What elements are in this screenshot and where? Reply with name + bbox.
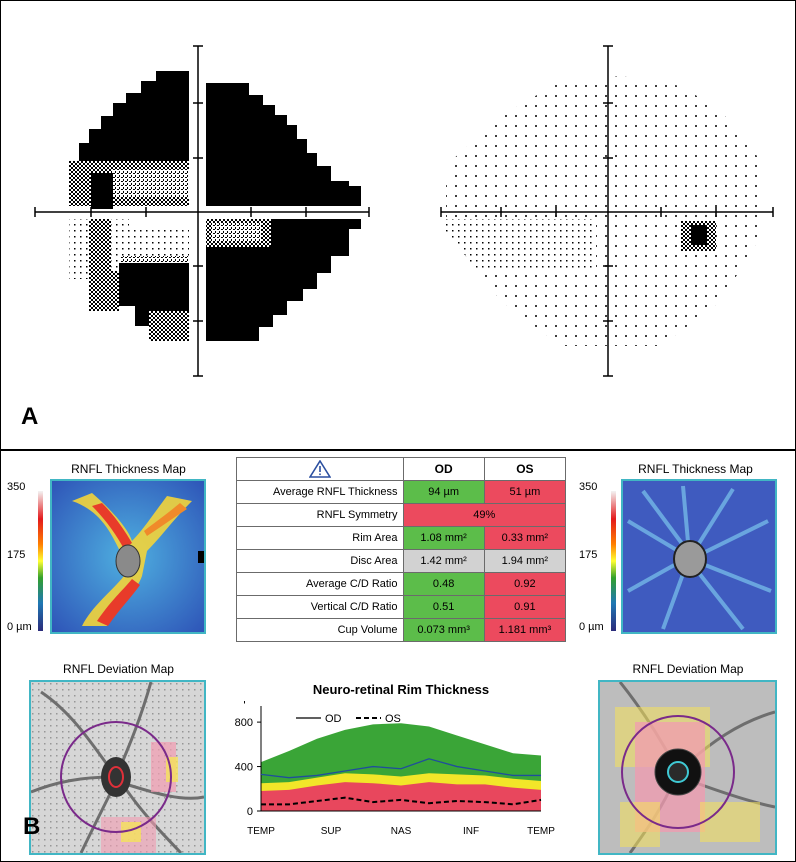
table-row: RNFL Symmetry 49% xyxy=(236,503,566,527)
left-scale-top: 350 xyxy=(7,481,26,493)
warning-triangle-icon xyxy=(308,459,332,478)
os-value: 0.91 xyxy=(483,595,567,619)
right-scale-mid: 175 xyxy=(579,549,598,561)
rim-thickness-chart: 0 400 800 µm TEMP SUP NAS INF TEMP OD OS xyxy=(235,701,556,837)
left-thickness-map xyxy=(50,479,206,634)
x-tick-label: TEMP xyxy=(527,826,555,837)
od-value: 94 µm xyxy=(402,480,485,504)
row-label: RNFL Symmetry xyxy=(236,503,404,527)
legend-os-label: OS xyxy=(385,713,401,725)
y-tick-label: 400 xyxy=(235,762,253,774)
row-label: Rim Area xyxy=(236,526,404,550)
y-tick-label: 800 xyxy=(235,717,253,729)
od-value: 0.073 mm³ xyxy=(402,618,485,642)
os-value: 1.94 mm² xyxy=(483,549,567,573)
panel-b-letter: B xyxy=(23,813,41,840)
table-row: Average RNFL Thickness 94 µm 51 µm xyxy=(236,480,567,504)
table-header-row: OD OS xyxy=(236,457,567,481)
row-label: Vertical C/D Ratio xyxy=(236,595,404,619)
row-label: Average C/D Ratio xyxy=(236,572,404,596)
y-axis-label: µm xyxy=(243,701,259,704)
right-colorbar xyxy=(611,491,616,631)
x-tick-label: NAS xyxy=(391,826,412,837)
row-label: Disc Area xyxy=(236,549,404,573)
chart-title: Neuro-retinal Rim Thickness xyxy=(312,682,490,697)
table-row: Rim Area 1.08 mm² 0.33 mm² xyxy=(236,526,567,550)
panel-a-letter: A xyxy=(21,403,39,430)
table-row: Cup Volume 0.073 mm³ 1.181 mm³ xyxy=(236,618,567,642)
header-od: OD xyxy=(402,457,485,481)
left-visual-field xyxy=(34,45,370,377)
row-label: Average RNFL Thickness xyxy=(236,480,404,504)
od-value: 1.42 mm² xyxy=(402,549,485,573)
right-deviation-map xyxy=(598,680,777,855)
os-value: 0.33 mm² xyxy=(483,526,567,550)
left-colorbar xyxy=(38,491,43,631)
warning-cell xyxy=(236,457,404,481)
os-value: 0.92 xyxy=(483,572,567,596)
left-scale-bottom: 0 µm xyxy=(7,621,32,633)
left-scale-mid: 175 xyxy=(7,549,26,561)
od-value: 1.08 mm² xyxy=(402,526,485,550)
y-tick-label: 0 xyxy=(247,806,253,818)
x-tick-label: INF xyxy=(463,826,479,837)
left-deviation-title: RNFL Deviation Map xyxy=(63,662,174,676)
table-row: Average C/D Ratio 0.48 0.92 xyxy=(236,572,567,596)
table-row: Disc Area 1.42 mm² 1.94 mm² xyxy=(236,549,567,573)
os-value: 51 µm xyxy=(483,480,567,504)
row-label: Cup Volume xyxy=(236,618,404,642)
abnormal-band xyxy=(261,782,541,811)
left-deviation-map xyxy=(29,680,206,855)
x-tick-label: SUP xyxy=(321,826,342,837)
od-value: 0.51 xyxy=(402,595,485,619)
table-row: Vertical C/D Ratio 0.51 0.91 xyxy=(236,595,567,619)
x-tick-label: TEMP xyxy=(247,826,275,837)
os-value: 1.181 mm³ xyxy=(483,618,567,642)
left-thickness-title: RNFL Thickness Map xyxy=(71,462,186,476)
header-os: OS xyxy=(483,457,567,481)
os-series-line xyxy=(261,796,542,806)
right-scale-bottom: 0 µm xyxy=(579,621,604,633)
visual-field-panel xyxy=(34,45,774,377)
right-deviation-title: RNFL Deviation Map xyxy=(632,662,744,676)
panel-divider xyxy=(1,449,795,451)
right-thickness-title: RNFL Thickness Map xyxy=(638,462,753,476)
symmetry-value: 49% xyxy=(402,503,566,527)
right-visual-field xyxy=(440,45,774,377)
legend-od-label: OD xyxy=(325,713,342,725)
rnfl-metrics-table: OD OS Average RNFL Thickness 94 µm 51 µm… xyxy=(236,457,567,642)
right-scale-top: 350 xyxy=(579,481,598,493)
od-value: 0.48 xyxy=(402,572,485,596)
od-series-line xyxy=(260,758,541,779)
right-thickness-map xyxy=(621,479,777,634)
